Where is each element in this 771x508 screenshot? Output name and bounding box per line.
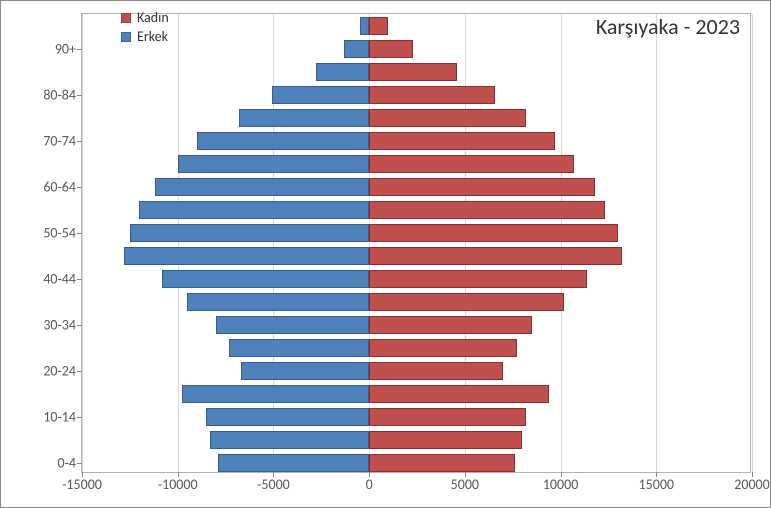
bar-female (369, 270, 587, 288)
bar-male (216, 316, 369, 334)
bar-male (239, 109, 369, 127)
y-tick-label: 50-54 (43, 224, 76, 241)
gridline (752, 14, 753, 472)
y-tick-mark (77, 187, 82, 188)
y-tick-label: 40-44 (43, 270, 76, 287)
y-tick-label: 70-74 (43, 132, 76, 149)
gridline (369, 14, 370, 472)
y-tick-mark (77, 325, 82, 326)
gridline (465, 14, 466, 472)
bar-male (139, 201, 369, 219)
bar-male (162, 270, 369, 288)
bar-female (369, 224, 618, 242)
legend-item: Erkek (121, 28, 169, 45)
y-tick-mark (77, 463, 82, 464)
bar-female (369, 362, 503, 380)
bar-female (369, 316, 532, 334)
bar-female (369, 17, 388, 35)
x-tick-label: -15000 (62, 476, 102, 493)
gridline (178, 14, 179, 472)
legend-swatch (121, 32, 131, 42)
x-tick-label: 10000 (543, 476, 578, 493)
x-tick-label: 5000 (451, 476, 479, 493)
x-tick-label: 0 (366, 476, 373, 493)
y-tick-mark (77, 49, 82, 50)
bar-female (369, 201, 604, 219)
bar-female (369, 408, 526, 426)
bar-male (218, 454, 369, 472)
x-tick-label: 15000 (639, 476, 674, 493)
x-tick-label: -5000 (257, 476, 290, 493)
bar-female (369, 339, 516, 357)
y-tick-mark (77, 371, 82, 372)
bar-female (369, 109, 526, 127)
bar-male (197, 132, 369, 150)
bar-female (369, 40, 413, 58)
bar-male (155, 178, 369, 196)
x-tick-label: 20000 (734, 476, 769, 493)
legend-label: Kadın (137, 9, 169, 26)
y-tick-label: 90+ (55, 40, 76, 57)
bar-male (182, 385, 370, 403)
bar-female (369, 178, 595, 196)
bar-female (369, 293, 564, 311)
bar-female (369, 86, 495, 104)
legend: Kadın Erkek (121, 9, 169, 47)
y-tick-label: 60-64 (43, 178, 76, 195)
bar-male (124, 247, 369, 265)
chart-container: -15000 -10000 -5000 0 5000 10000 15000 20000 0-4… (0, 0, 771, 508)
gridline (656, 14, 657, 472)
x-tick-label: -10000 (158, 476, 198, 493)
bar-female (369, 431, 522, 449)
y-tick-label: 30-34 (43, 316, 76, 333)
bar-female (369, 63, 457, 81)
bar-male (241, 362, 369, 380)
legend-item: Kadın (121, 9, 169, 26)
bar-male (187, 293, 369, 311)
plot-area: -15000-10000-5000050001000015000200000-4… (81, 13, 751, 473)
bar-male (210, 431, 369, 449)
y-tick-mark (77, 279, 82, 280)
y-tick-mark (77, 417, 82, 418)
y-tick-label: 10-14 (43, 408, 76, 425)
bar-male (229, 339, 369, 357)
y-tick-mark (77, 95, 82, 96)
y-tick-label: 0-4 (58, 454, 76, 471)
y-tick-mark (77, 233, 82, 234)
legend-swatch (121, 13, 131, 23)
legend-label: Erkek (137, 28, 168, 45)
bar-female (369, 385, 549, 403)
bar-male (344, 40, 369, 58)
bar-female (369, 454, 514, 472)
y-tick-label: 20-24 (43, 362, 76, 379)
bar-male (178, 155, 369, 173)
gridline (273, 14, 274, 472)
bar-male (316, 63, 370, 81)
gridline (561, 14, 562, 472)
bar-female (369, 247, 622, 265)
bar-male (130, 224, 369, 242)
bar-male (360, 17, 370, 35)
bar-female (369, 155, 574, 173)
bar-male (272, 86, 370, 104)
bar-male (206, 408, 369, 426)
gridline (82, 14, 83, 472)
chart-title: Karşıyaka - 2023 (596, 13, 740, 40)
y-tick-mark (77, 141, 82, 142)
bar-female (369, 132, 555, 150)
y-tick-label: 80-84 (43, 86, 76, 103)
